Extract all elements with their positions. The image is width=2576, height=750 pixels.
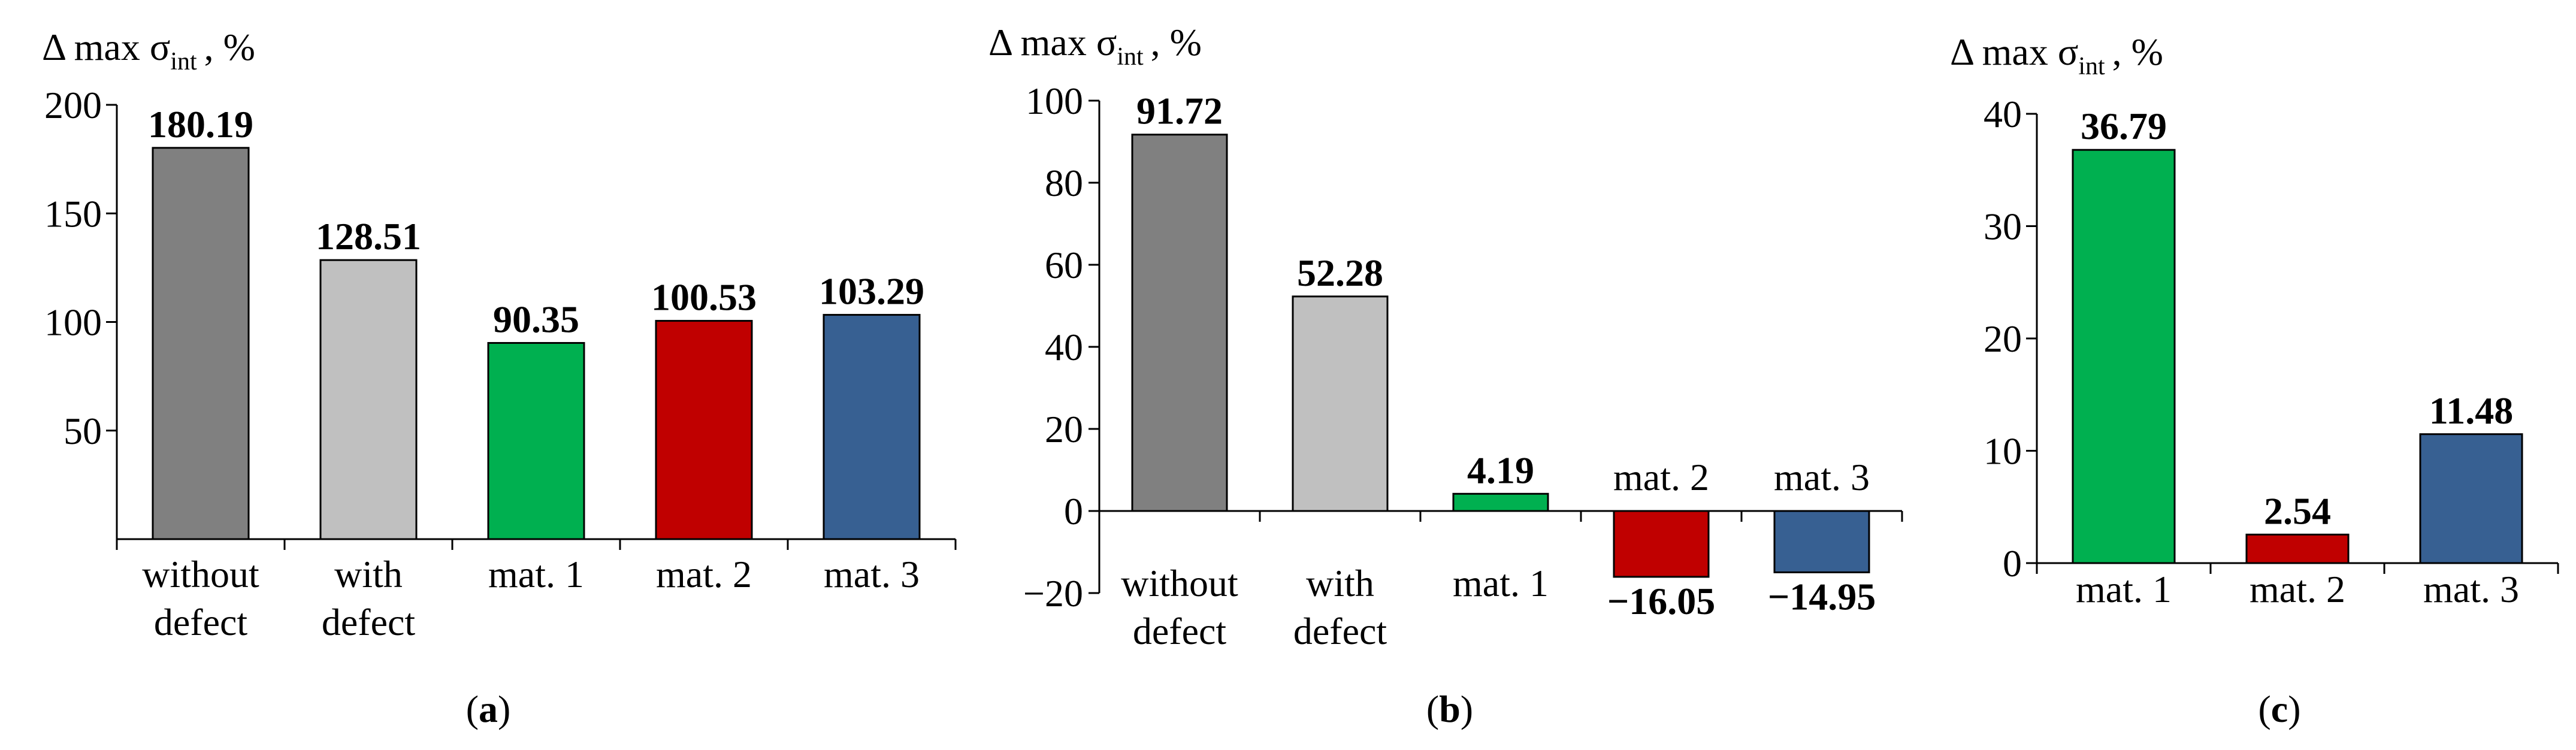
x-category-label: mat. 1 <box>2076 568 2172 610</box>
y-axis-label-prefix: Δ max σ <box>988 21 1117 63</box>
x-category-label: mat. 1 <box>488 553 584 595</box>
y-tick-label: 40 <box>1984 93 2022 135</box>
caption-letter: c <box>2271 688 2288 730</box>
bar-value-label: 4.19 <box>1467 449 1534 491</box>
y-tick-label: 30 <box>1984 205 2022 248</box>
y-axis-label-subscript: int <box>2078 53 2105 80</box>
bar <box>2072 149 2176 564</box>
x-category-label: defect <box>1293 610 1387 652</box>
y-tick-label: −20 <box>1023 572 1083 615</box>
bar-value-label: 180.19 <box>148 103 253 146</box>
y-tick-label: 50 <box>64 410 102 452</box>
x-category-label: defect <box>154 601 248 643</box>
bar <box>1452 492 1549 512</box>
caption-paren-open: ( <box>466 688 479 730</box>
bar <box>1613 510 1710 578</box>
x-category-label: mat. 3 <box>1774 456 1870 498</box>
y-tick-label: 100 <box>1026 80 1083 122</box>
x-category-label: mat. 2 <box>2250 568 2345 610</box>
y-axis-label: Δ max σint , % <box>988 21 1202 71</box>
y-tick-label: 20 <box>1045 408 1083 450</box>
caption-letter: a <box>479 688 498 730</box>
caption-paren-close: ) <box>2288 688 2300 730</box>
x-category-label: with <box>1306 562 1374 604</box>
bar <box>487 341 585 540</box>
bar-value-label: 2.54 <box>2264 489 2331 532</box>
panel-b: Δ max σint , % −20 0 20 40 60 80 100 91.72 without… <box>988 21 1903 730</box>
bar <box>1773 510 1870 573</box>
bar-value-label: 100.53 <box>651 276 757 319</box>
x-category-label: without <box>1121 562 1238 604</box>
y-axis-label-subscript: int <box>1117 43 1144 71</box>
y-tick-label: 60 <box>1045 244 1083 286</box>
bar <box>655 320 753 540</box>
y-axis-label-suffix: , % <box>1151 21 1202 63</box>
panel-caption: (a) <box>466 688 511 730</box>
y-tick-label: 80 <box>1045 162 1083 204</box>
bar-value-label: 128.51 <box>316 215 421 258</box>
bar-value-label: −14.95 <box>1768 575 1876 618</box>
y-axis-label-suffix: , % <box>2112 31 2163 73</box>
bar-value-label: 11.48 <box>2429 389 2513 432</box>
x-category-label: mat. 2 <box>1613 456 1709 498</box>
y-tick-label: 0 <box>2003 542 2022 585</box>
bar <box>1292 295 1389 512</box>
x-category-label: mat. 1 <box>1453 562 1549 604</box>
bar-value-label: −16.05 <box>1607 580 1715 622</box>
y-tick-label: 40 <box>1045 326 1083 368</box>
bar-value-label: 103.29 <box>819 270 924 313</box>
y-tick-label: 150 <box>44 192 102 235</box>
caption-paren-close: ) <box>1461 688 1473 730</box>
y-tick-label: 10 <box>1984 430 2022 473</box>
x-category-label: mat. 3 <box>824 553 920 595</box>
y-tick-label: 20 <box>1984 317 2022 360</box>
x-category-label: mat. 3 <box>2423 568 2519 610</box>
y-axis-label-suffix: , % <box>204 26 255 68</box>
y-tick-label: 0 <box>1064 490 1083 533</box>
x-category-label: with <box>334 553 403 595</box>
bar <box>2245 533 2350 564</box>
panel-a: Δ max σint , % 50 100 150 200 180.19 without def… <box>42 26 957 730</box>
bar-value-label: 36.79 <box>2081 105 2167 147</box>
bar <box>823 314 921 540</box>
caption-paren-open: ( <box>2258 688 2270 730</box>
y-tick-label: 200 <box>44 84 102 126</box>
bar-value-label: 52.28 <box>1297 252 1383 294</box>
y-tick-label: 100 <box>44 301 102 344</box>
caption-paren-open: ( <box>1426 688 1439 730</box>
bar-value-label: 91.72 <box>1136 90 1223 132</box>
panel-c: Δ max σint , % 0 10 20 30 40 36.79 mat. 1 2.54 mat… <box>1950 31 2559 730</box>
y-axis-label-prefix: Δ max σ <box>42 26 170 68</box>
x-category-label: without <box>142 553 259 595</box>
x-category-label: defect <box>322 601 416 643</box>
y-axis-label-subscript: int <box>170 48 197 75</box>
y-axis-label: Δ max σint , % <box>1950 31 2163 80</box>
panel-caption: (c) <box>2258 688 2300 730</box>
caption-paren-close: ) <box>498 688 510 730</box>
bar <box>1131 134 1228 512</box>
bar-value-label: 90.35 <box>493 298 579 340</box>
panel-caption: (b) <box>1426 688 1473 730</box>
bar <box>2419 433 2523 564</box>
y-axis-label: Δ max σint , % <box>42 26 255 75</box>
bar <box>319 259 418 540</box>
caption-letter: b <box>1439 688 1461 730</box>
x-category-label: defect <box>1133 610 1227 652</box>
x-category-label: mat. 2 <box>656 553 752 595</box>
bar <box>152 147 250 540</box>
y-axis-label-prefix: Δ max σ <box>1950 31 2078 73</box>
